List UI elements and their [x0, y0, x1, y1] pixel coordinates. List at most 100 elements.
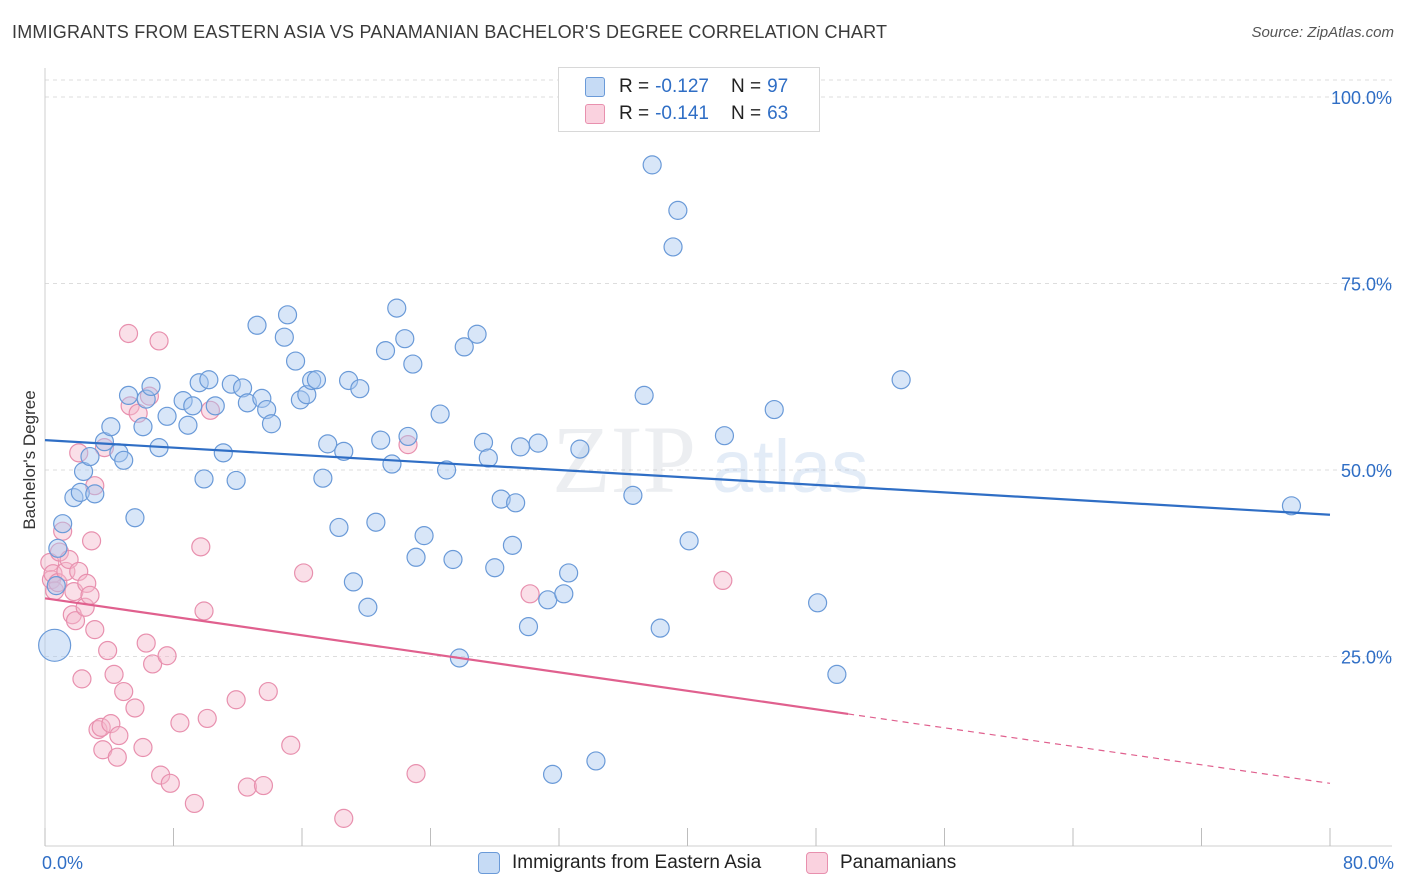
data-point[interactable] — [827, 664, 847, 685]
data-point[interactable] — [232, 378, 253, 398]
data-point[interactable] — [395, 329, 415, 349]
data-point[interactable] — [101, 417, 121, 437]
data-point[interactable] — [178, 415, 198, 435]
data-point[interactable] — [358, 597, 378, 617]
data-point[interactable] — [398, 426, 418, 447]
data-point[interactable] — [387, 298, 407, 318]
data-point[interactable] — [114, 450, 134, 470]
data-point[interactable] — [491, 489, 511, 509]
data-point[interactable] — [297, 385, 317, 405]
data-point[interactable] — [554, 584, 574, 604]
data-point[interactable] — [151, 765, 171, 785]
data-point[interactable] — [107, 747, 127, 767]
data-point[interactable] — [191, 537, 211, 557]
data-point[interactable] — [306, 370, 327, 390]
data-point[interactable] — [98, 640, 118, 661]
data-point[interactable] — [528, 433, 548, 453]
data-point[interactable] — [366, 512, 386, 532]
data-point[interactable] — [430, 404, 450, 424]
data-point[interactable] — [454, 337, 474, 357]
data-point[interactable] — [542, 764, 563, 784]
data-point[interactable] — [173, 391, 193, 411]
data-point[interactable] — [510, 437, 531, 457]
data-point[interactable] — [160, 773, 180, 793]
data-point[interactable] — [668, 200, 688, 220]
data-point[interactable] — [257, 399, 277, 420]
data-point[interactable] — [467, 324, 487, 344]
data-point[interactable] — [414, 526, 434, 546]
data-point[interactable] — [1281, 496, 1302, 516]
data-point[interactable] — [139, 386, 160, 406]
data-point[interactable] — [81, 531, 102, 551]
data-point[interactable] — [274, 327, 294, 347]
series-legend-eastern-asia[interactable]: Immigrants from Eastern Asia — [478, 852, 761, 874]
data-point[interactable] — [194, 601, 214, 621]
data-point[interactable] — [104, 664, 124, 685]
data-point[interactable] — [136, 633, 156, 653]
data-point[interactable] — [518, 617, 539, 637]
data-point[interactable] — [294, 563, 314, 583]
series-legend-panamanians[interactable]: Panamanians — [806, 852, 956, 874]
data-point[interactable] — [69, 443, 89, 463]
data-point[interactable] — [85, 484, 105, 504]
data-point[interactable] — [891, 370, 911, 390]
data-point[interactable] — [398, 435, 418, 455]
data-point[interactable] — [538, 590, 558, 610]
data-point[interactable] — [713, 570, 733, 591]
data-point[interactable] — [205, 396, 225, 416]
data-point[interactable] — [318, 434, 338, 454]
data-point[interactable] — [443, 549, 463, 570]
data-point[interactable] — [143, 654, 163, 674]
data-point[interactable] — [586, 751, 606, 771]
data-point[interactable] — [559, 563, 579, 583]
data-point[interactable] — [48, 538, 68, 558]
data-point[interactable] — [237, 777, 257, 797]
data-point[interactable] — [258, 681, 278, 702]
data-point[interactable] — [125, 508, 145, 528]
data-point[interactable] — [77, 573, 97, 593]
data-point[interactable] — [313, 468, 333, 488]
data-point[interactable] — [133, 737, 153, 758]
data-point[interactable] — [183, 396, 203, 416]
data-point[interactable] — [642, 155, 662, 175]
data-point[interactable] — [226, 470, 246, 491]
data-point[interactable] — [48, 573, 68, 593]
data-point[interactable] — [38, 628, 72, 662]
data-point[interactable] — [473, 432, 494, 452]
data-point[interactable] — [194, 469, 214, 489]
data-point[interactable] — [570, 439, 590, 459]
data-point[interactable] — [382, 454, 402, 474]
data-point[interactable] — [114, 681, 134, 702]
data-point[interactable] — [485, 558, 505, 578]
data-point[interactable] — [125, 698, 145, 718]
data-point[interactable] — [149, 331, 169, 351]
data-point[interactable] — [253, 775, 274, 796]
data-point[interactable] — [261, 414, 282, 434]
data-point[interactable] — [764, 399, 784, 420]
data-point[interactable] — [247, 315, 267, 335]
data-point[interactable] — [184, 793, 204, 814]
data-point[interactable] — [157, 646, 177, 666]
data-point[interactable] — [285, 351, 306, 371]
data-point[interactable] — [237, 393, 257, 413]
data-point[interactable] — [80, 585, 100, 605]
data-point[interactable] — [281, 735, 301, 755]
data-point[interactable] — [436, 460, 457, 480]
data-point[interactable] — [109, 725, 129, 746]
data-point[interactable] — [520, 584, 540, 604]
data-point[interactable] — [350, 379, 370, 399]
data-point[interactable] — [478, 448, 498, 468]
data-point[interactable] — [141, 376, 161, 397]
data-point[interactable] — [406, 547, 426, 567]
data-point[interactable] — [221, 374, 241, 394]
data-point[interactable] — [634, 385, 654, 405]
data-point[interactable] — [65, 611, 86, 631]
data-point[interactable] — [91, 717, 111, 737]
data-point[interactable] — [371, 430, 391, 450]
data-point[interactable] — [679, 531, 699, 551]
data-point[interactable] — [334, 808, 354, 828]
data-point[interactable] — [343, 572, 363, 592]
data-point[interactable] — [252, 388, 272, 408]
data-point[interactable] — [213, 443, 233, 463]
data-point[interactable] — [72, 669, 92, 689]
